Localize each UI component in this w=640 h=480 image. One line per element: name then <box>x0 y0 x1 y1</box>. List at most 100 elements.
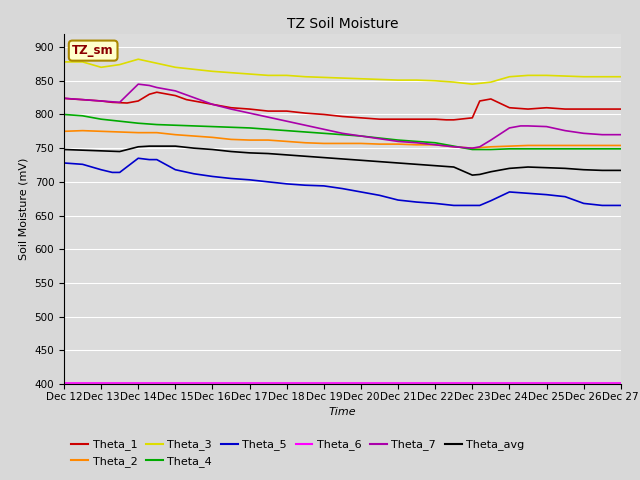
Theta_7 <box>283 118 291 124</box>
Theta_5 <box>598 203 606 208</box>
Theta_5 <box>339 186 346 192</box>
Theta_7 <box>227 106 235 112</box>
Theta_avg <box>524 164 532 170</box>
Theta_6 <box>506 380 513 385</box>
Theta_6 <box>580 380 588 385</box>
Theta_1 <box>190 98 198 104</box>
Theta_avg <box>320 155 328 160</box>
Theta_5 <box>468 203 476 208</box>
Theta_2 <box>153 130 161 135</box>
Theta_7 <box>79 97 86 103</box>
Theta_1 <box>60 96 68 101</box>
Theta_1 <box>376 116 383 122</box>
Theta_7 <box>468 145 476 151</box>
Theta_avg <box>394 160 402 166</box>
Theta_2 <box>376 141 383 147</box>
Theta_2 <box>413 142 420 148</box>
Theta_1 <box>450 117 458 123</box>
Theta_avg <box>264 151 272 156</box>
Theta_5 <box>394 197 402 203</box>
Theta_1 <box>227 105 235 110</box>
Theta_3 <box>264 72 272 78</box>
Theta_4 <box>598 146 606 152</box>
Theta_4 <box>134 120 142 126</box>
Theta_6 <box>394 380 402 385</box>
Theta_4 <box>431 140 439 145</box>
Theta_7 <box>487 137 495 143</box>
Theta_7 <box>506 125 513 131</box>
Theta_3 <box>190 66 198 72</box>
Theta_6 <box>617 380 625 385</box>
Theta_7 <box>450 144 458 150</box>
Theta_6 <box>431 380 439 385</box>
Theta_1 <box>468 115 476 120</box>
Title: TZ Soil Moisture: TZ Soil Moisture <box>287 17 398 31</box>
Theta_avg <box>227 149 235 155</box>
Theta_5 <box>60 160 68 166</box>
Theta_6 <box>543 380 550 385</box>
Theta_7 <box>134 81 142 87</box>
Theta_7 <box>153 84 161 90</box>
Theta_2 <box>227 136 235 142</box>
Theta_5 <box>431 201 439 206</box>
Theta_7 <box>431 142 439 148</box>
Theta_5 <box>264 179 272 185</box>
Theta_2 <box>339 141 346 146</box>
Theta_5 <box>153 157 161 163</box>
Theta_5 <box>580 201 588 206</box>
Theta_avg <box>145 143 153 149</box>
Theta_1 <box>598 106 606 112</box>
Theta_3 <box>543 72 550 78</box>
Theta_2 <box>246 137 253 143</box>
Theta_avg <box>543 165 550 170</box>
Theta_1 <box>524 106 532 112</box>
Theta_4 <box>357 133 365 139</box>
Theta_5 <box>357 189 365 195</box>
Theta_5 <box>227 176 235 181</box>
Theta_7 <box>561 128 569 133</box>
Theta_3 <box>227 70 235 75</box>
Theta_1 <box>487 96 495 102</box>
Theta_1 <box>476 98 484 104</box>
Theta_6 <box>209 380 216 385</box>
Theta_5 <box>487 198 495 204</box>
Theta_4 <box>413 139 420 144</box>
Theta_2 <box>79 128 86 133</box>
Theta_5 <box>413 199 420 205</box>
Theta_7 <box>246 110 253 116</box>
Theta_4 <box>97 116 105 122</box>
Theta_4 <box>227 124 235 130</box>
Theta_avg <box>172 143 179 149</box>
Theta_4 <box>376 135 383 141</box>
Theta_2 <box>172 132 179 138</box>
Theta_1 <box>246 106 253 112</box>
Theta_6 <box>283 380 291 385</box>
Theta_3 <box>134 56 142 62</box>
Theta_1 <box>442 117 450 123</box>
Theta_7 <box>172 88 179 94</box>
Theta_1 <box>264 108 272 114</box>
Line: Theta_3: Theta_3 <box>64 59 621 84</box>
Theta_avg <box>431 163 439 168</box>
Theta_7 <box>516 123 524 129</box>
Theta_1 <box>68 96 76 102</box>
Theta_4 <box>320 131 328 136</box>
Theta_5 <box>97 167 105 173</box>
Theta_2 <box>209 134 216 140</box>
Theta_avg <box>134 144 142 150</box>
Theta_5 <box>543 192 550 198</box>
Theta_4 <box>209 124 216 130</box>
Line: Theta_7: Theta_7 <box>64 84 621 148</box>
Theta_avg <box>60 146 68 152</box>
Theta_6 <box>320 380 328 385</box>
Theta_1 <box>145 91 153 97</box>
Theta_3 <box>561 73 569 79</box>
Theta_6 <box>134 380 142 385</box>
Theta_7 <box>116 99 124 105</box>
Theta_3 <box>209 69 216 74</box>
Theta_7 <box>301 122 309 128</box>
Theta_3 <box>116 62 124 68</box>
Theta_2 <box>283 139 291 144</box>
Theta_4 <box>79 113 86 119</box>
Theta_avg <box>190 145 198 151</box>
